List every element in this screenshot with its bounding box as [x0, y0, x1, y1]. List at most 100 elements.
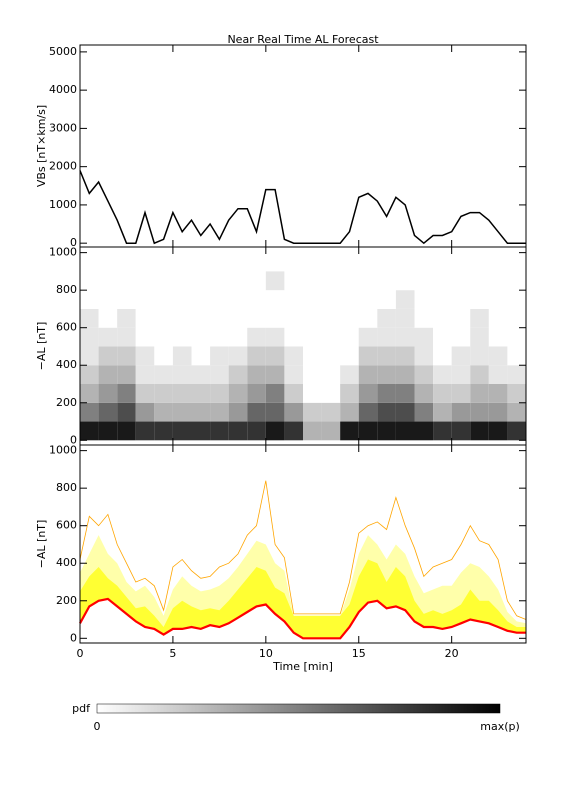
- data-line: [79, 480, 527, 620]
- heat-cell: [507, 327, 526, 347]
- y-tick-label: 2000: [49, 160, 77, 173]
- heat-cell: [98, 346, 118, 366]
- heat-cell: [358, 290, 378, 309]
- heat-cell: [377, 365, 396, 385]
- heat-cell: [135, 290, 155, 309]
- heat-cell: [321, 421, 341, 441]
- heat-cell: [507, 402, 526, 422]
- x-tick-label: 15: [352, 647, 366, 660]
- heat-cell: [303, 346, 322, 366]
- heat-cell: [191, 308, 211, 328]
- heat-cell: [172, 327, 192, 347]
- heat-cell: [284, 308, 303, 328]
- plot-frame: [79, 444, 527, 644]
- heat-cell: [228, 346, 248, 366]
- heat-cell: [340, 384, 359, 403]
- heat-cell: [154, 365, 173, 385]
- heat-cell: [470, 308, 489, 328]
- heat-cell: [340, 346, 359, 366]
- heat-cell: [228, 421, 248, 441]
- heat-cell: [488, 421, 508, 441]
- heat-cell: [488, 402, 508, 422]
- heat-cell: [470, 346, 489, 366]
- heat-cell: [395, 384, 415, 403]
- heat-cell: [265, 271, 285, 291]
- heat-cell: [321, 308, 341, 328]
- y-tick-label: 200: [56, 396, 77, 409]
- heat-cell: [451, 308, 471, 328]
- heat-cell: [117, 365, 136, 385]
- colorbar-label: pdf: [72, 702, 91, 715]
- x-axis-label: Time [min]: [272, 660, 333, 673]
- heat-cell: [247, 271, 266, 291]
- heat-cell: [377, 346, 396, 366]
- heat-cell: [321, 327, 341, 347]
- heat-cell: [265, 346, 285, 366]
- y-tick-label: 0: [70, 433, 77, 446]
- heat-cell: [228, 308, 248, 328]
- heat-cell: [470, 384, 489, 403]
- heat-cell: [433, 421, 452, 441]
- heat-cell: [191, 402, 211, 422]
- heat-cell: [488, 346, 508, 366]
- heat-cell: [247, 308, 266, 328]
- heat-cell: [191, 365, 211, 385]
- heat-cell: [80, 421, 99, 441]
- heat-cell: [433, 290, 452, 309]
- heat-cell: [265, 327, 285, 347]
- heat-cell: [321, 402, 341, 422]
- heat-cell: [358, 402, 378, 422]
- heat-cell: [395, 327, 415, 347]
- heat-cell: [358, 365, 378, 385]
- heat-cell: [395, 402, 415, 422]
- heat-cell: [284, 365, 303, 385]
- x-tick-label: 5: [169, 647, 176, 660]
- heat-cell: [321, 346, 341, 366]
- heat-cell: [488, 365, 508, 385]
- heat-cell: [507, 384, 526, 403]
- y-tick-label: 1000: [49, 198, 77, 211]
- heat-cell: [470, 290, 489, 309]
- heat-cell: [210, 327, 229, 347]
- heat-cell: [154, 308, 173, 328]
- heat-cell: [451, 365, 471, 385]
- heat-cell: [247, 346, 266, 366]
- heat-cell: [135, 308, 155, 328]
- heat-cell: [117, 327, 136, 347]
- heat-cell: [154, 384, 173, 403]
- heat-cell: [284, 384, 303, 403]
- heat-cell: [507, 421, 526, 441]
- heat-cell: [265, 421, 285, 441]
- colorbar-max: max(p): [480, 720, 520, 733]
- heat-cell: [451, 290, 471, 309]
- heat-cell: [117, 308, 136, 328]
- heat-cell: [228, 327, 248, 347]
- heat-cell: [117, 384, 136, 403]
- heat-cell: [80, 290, 99, 309]
- heat-cell: [433, 365, 452, 385]
- heat-cell: [210, 421, 229, 441]
- y-tick-label: 600: [56, 519, 77, 532]
- heat-cell: [210, 271, 229, 291]
- heat-cell: [228, 290, 248, 309]
- y-tick-label: 0: [70, 631, 77, 644]
- colorbar-min: 0: [94, 720, 101, 733]
- heat-cell: [358, 327, 378, 347]
- heat-cell: [228, 384, 248, 403]
- heat-cell: [414, 308, 434, 328]
- heat-cell: [98, 384, 118, 403]
- y-tick-label: 1000: [49, 444, 77, 457]
- heat-cell: [303, 290, 322, 309]
- heat-cell: [191, 421, 211, 441]
- y-tick-label: 800: [56, 283, 77, 296]
- heat-cell: [154, 402, 173, 422]
- heat-cell: [98, 308, 118, 328]
- heat-cell: [451, 271, 471, 291]
- heat-cell: [433, 308, 452, 328]
- heat-cell: [265, 402, 285, 422]
- heat-cell: [433, 327, 452, 347]
- heat-cell: [172, 421, 192, 441]
- heat-cell: [247, 402, 266, 422]
- heat-cell: [228, 402, 248, 422]
- heat-cell: [172, 290, 192, 309]
